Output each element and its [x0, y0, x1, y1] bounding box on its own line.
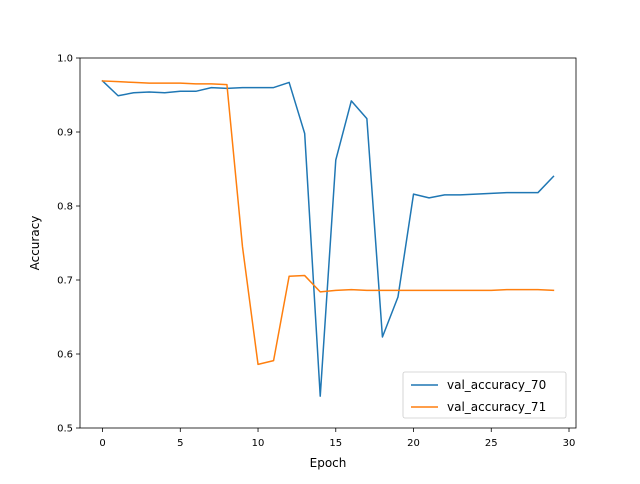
legend-label-1: val_accuracy_71 — [447, 400, 546, 414]
x-tick-label: 5 — [177, 438, 183, 449]
plot-area — [80, 58, 576, 428]
x-tick-label: 15 — [329, 438, 342, 449]
x-tick-label: 30 — [563, 438, 576, 449]
x-tick-label: 10 — [252, 438, 265, 449]
axes-frame — [79, 57, 577, 429]
y-tick-label: 1.0 — [57, 54, 73, 65]
x-tick-label: 0 — [99, 438, 105, 449]
y-tick-label: 0.7 — [57, 276, 73, 287]
y-axis-label: Accuracy — [28, 216, 42, 271]
legend: val_accuracy_70 val_accuracy_71 — [402, 371, 567, 419]
x-axis-label: Epoch — [310, 456, 347, 470]
y-tick-label: 0.9 — [57, 128, 73, 139]
legend-label-0: val_accuracy_70 — [447, 378, 546, 392]
y-tick-label: 0.8 — [57, 202, 73, 213]
y-tick-label: 0.6 — [57, 350, 73, 361]
series-line-1 — [101, 80, 555, 366]
x-tick-label: 20 — [407, 438, 420, 449]
series-layer — [101, 79, 555, 397]
legend-box — [402, 371, 567, 419]
x-tick-label: 25 — [485, 438, 498, 449]
y-tick-label: 0.5 — [57, 424, 73, 435]
axes-layer: 0 5 10 15 20 25 30 0.5 0.6 0.7 0.8 0.9 1.0 — [57, 54, 577, 449]
series-line-0 — [101, 79, 555, 397]
